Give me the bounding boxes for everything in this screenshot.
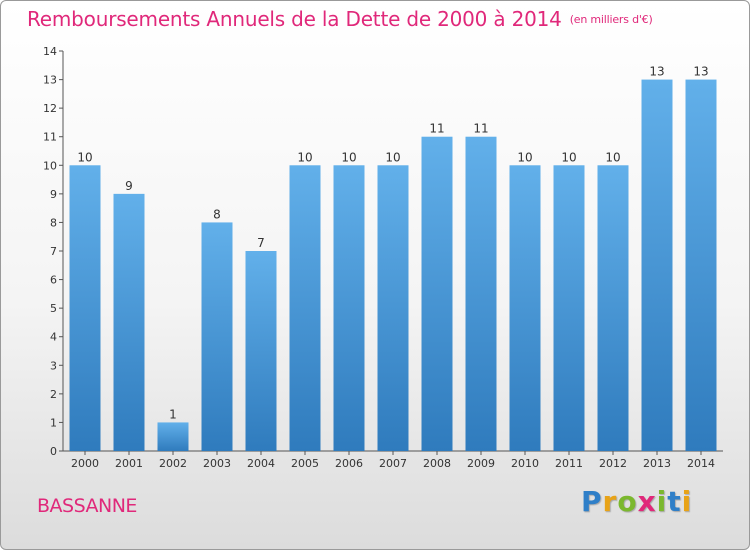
- bar-2011: [553, 165, 585, 452]
- chart-title: Remboursements Annuels de la Dette de 20…: [27, 7, 653, 31]
- x-tick-label: 2011: [555, 457, 583, 470]
- bar-2007: [377, 165, 409, 452]
- x-tick-label: 2007: [379, 457, 407, 470]
- logo-letter: i: [656, 485, 668, 518]
- logo-letter: r: [602, 485, 618, 518]
- bar-value-label: 10: [561, 150, 576, 164]
- y-tick-label: 4: [50, 331, 57, 344]
- bar-value-label: 8: [213, 207, 221, 221]
- bar-2013: [641, 79, 673, 452]
- x-tick-label: 2012: [599, 457, 627, 470]
- y-tick-label: 5: [50, 302, 57, 315]
- bar-value-label: 10: [77, 150, 92, 164]
- logo-letter: x: [637, 485, 657, 518]
- bar-value-label: 13: [649, 65, 664, 79]
- x-tick-label: 2004: [247, 457, 275, 470]
- x-tick-label: 2002: [159, 457, 187, 470]
- bar-value-label: 1: [169, 407, 177, 421]
- bar-value-label: 10: [385, 150, 400, 164]
- x-tick-label: 2001: [115, 457, 143, 470]
- bar-2004: [245, 251, 277, 451]
- bar-value-label: 13: [693, 65, 708, 79]
- y-tick-label: 13: [43, 74, 57, 87]
- x-tick-label: 2009: [467, 457, 495, 470]
- x-tick-label: 2010: [511, 457, 539, 470]
- y-tick-label: 0: [50, 445, 57, 458]
- logo-letter: i: [681, 485, 693, 518]
- x-tick-label: 2014: [687, 457, 715, 470]
- title-text: Remboursements Annuels de la Dette de 20…: [27, 7, 562, 31]
- bar-2003: [201, 222, 233, 451]
- x-tick-label: 2000: [71, 457, 99, 470]
- y-tick-label: 2: [50, 388, 57, 401]
- bar-2002: [157, 422, 189, 451]
- logo-letter: t: [667, 485, 682, 518]
- y-tick-label: 6: [50, 274, 57, 287]
- bar-value-label: 10: [341, 150, 356, 164]
- bar-2010: [509, 165, 541, 452]
- y-tick-label: 10: [43, 159, 57, 172]
- x-tick-label: 2003: [203, 457, 231, 470]
- y-tick-label: 12: [43, 102, 57, 115]
- bar-2005: [289, 165, 321, 452]
- bar-value-label: 9: [125, 179, 133, 193]
- logo-letter: P: [581, 485, 603, 518]
- y-tick-label: 9: [50, 188, 57, 201]
- bar-2012: [597, 165, 629, 452]
- data-labels: 10 9 1 8 7 10 10 10 11 11 10 10 10 13 13: [77, 65, 708, 422]
- bar-value-label: 10: [605, 150, 620, 164]
- bar-2001: [113, 193, 145, 451]
- commune-name: BASSANNE: [37, 495, 137, 517]
- bar-value-label: 7: [257, 236, 265, 250]
- bar-value-label: 11: [473, 122, 488, 136]
- x-tick-label: 2008: [423, 457, 451, 470]
- unit-label: (en milliers d'€): [569, 13, 653, 26]
- bar-2014: [685, 79, 717, 452]
- y-tick-label: 14: [43, 45, 57, 58]
- y-tick-label: 7: [50, 245, 57, 258]
- bars: [69, 79, 717, 452]
- logo-letter: o: [617, 485, 638, 518]
- bar-2000: [69, 165, 101, 452]
- proxiti-logo: Proxiti: [581, 485, 692, 518]
- bar-value-label: 11: [429, 122, 444, 136]
- x-tick-label: 2013: [643, 457, 671, 470]
- y-tick-label: 8: [50, 216, 57, 229]
- y-tick-label: 3: [50, 359, 57, 372]
- bar-2009: [465, 136, 497, 451]
- x-tick-label: 2005: [291, 457, 319, 470]
- bar-value-label: 10: [517, 150, 532, 164]
- bar-value-label: 10: [297, 150, 312, 164]
- bar-2008: [421, 136, 453, 451]
- y-tick-label: 1: [50, 416, 57, 429]
- bar-2006: [333, 165, 365, 452]
- x-tick-label: 2006: [335, 457, 363, 470]
- y-tick-label: 11: [43, 131, 57, 144]
